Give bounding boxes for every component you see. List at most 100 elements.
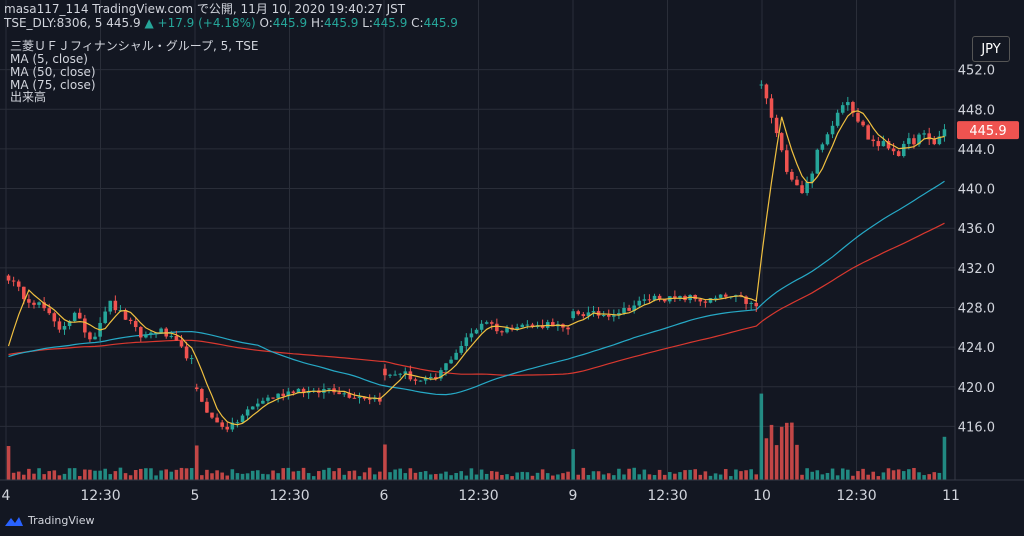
candle-body (337, 392, 341, 395)
candle-body (37, 302, 41, 305)
candle-body (861, 121, 865, 126)
volume-bar (637, 474, 642, 480)
x-tick-label: 12:30 (269, 488, 309, 504)
x-tick-label: 12:30 (458, 488, 498, 504)
candle-body (886, 141, 891, 149)
volume-bar (866, 474, 870, 480)
last-price: 445.9 (106, 16, 141, 30)
y-tick-label: 424.0 (958, 341, 995, 356)
x-axis: 4 12:30 5 12:30 6 12:30 9 12:30 10 12:30 11 (2, 488, 960, 504)
symbol-label: TSE_DLY:8306, 5 (4, 16, 103, 30)
candle-body (846, 102, 850, 106)
volume-bar (230, 469, 235, 480)
tradingview-brand[interactable]: TradingView (4, 514, 94, 527)
candle-body (52, 313, 57, 322)
volume-bar (830, 468, 835, 480)
volume-bar (317, 471, 321, 480)
volume-bar (693, 469, 697, 480)
up-arrow-icon: ▲ (144, 16, 154, 30)
volume-bar (52, 470, 57, 480)
legend-ma50[interactable]: MA (50, close) (10, 65, 96, 79)
candle-body (67, 320, 72, 327)
volume-bar (601, 474, 606, 480)
candle-body (617, 312, 621, 316)
volume-bar (647, 474, 652, 480)
price-tag-box (957, 121, 1019, 140)
ohlc-close-label: C: (411, 16, 424, 30)
candle-body (200, 389, 204, 402)
volume-bar (128, 475, 133, 480)
candle-body (276, 393, 280, 398)
x-tick-label: 4 (2, 488, 11, 504)
volume-bar (917, 472, 921, 480)
volume-bar (520, 471, 525, 480)
volume-bar (815, 470, 820, 480)
candle-body (586, 312, 591, 317)
candle-body (261, 400, 265, 404)
candle-body (179, 340, 184, 347)
volume-bar (759, 393, 764, 480)
candle-body (383, 368, 387, 376)
volume-bar (907, 469, 911, 480)
volume-bar (311, 476, 316, 480)
candle-body (912, 138, 916, 145)
volume-bar (484, 473, 489, 480)
volume-bar (372, 474, 377, 480)
candle-body (754, 302, 759, 307)
x-tick-label: 12:30 (836, 488, 876, 504)
ohlc-high: 445.9 (324, 16, 359, 30)
candle-body (896, 151, 901, 157)
volume-bar (322, 469, 326, 480)
candle-body (530, 324, 535, 328)
candle-body (673, 296, 677, 299)
candle-body (825, 134, 830, 145)
volume-bar (37, 468, 41, 480)
candle-body (352, 397, 357, 399)
candle-body (698, 299, 703, 302)
volume-bar (388, 472, 392, 480)
volume-bar (820, 474, 825, 480)
legend-ma5[interactable]: MA (5, close) (10, 52, 88, 66)
candle-body (805, 182, 809, 194)
ma5-line (7, 110, 945, 426)
volume-bar (327, 467, 331, 480)
candle-body (342, 393, 347, 395)
volume-bar (174, 469, 179, 480)
volume-bar (846, 469, 850, 480)
candle-body (6, 275, 11, 281)
volume-bar (896, 469, 901, 480)
volume-bar (586, 474, 591, 480)
candle-body (566, 327, 570, 330)
volume-bar (281, 468, 285, 480)
volume-bar (42, 474, 46, 480)
volume-bar (662, 474, 667, 480)
legend-ma75[interactable]: MA (75, close) (10, 78, 96, 92)
ohlc-high-label: H: (310, 16, 325, 30)
candle-body (759, 84, 764, 86)
volume-bar (6, 446, 11, 480)
legend-volume[interactable]: 出来高 (10, 90, 47, 104)
x-tick-label: 12:30 (80, 488, 120, 504)
volume-bar (774, 445, 779, 480)
x-tick-label: 12:30 (647, 488, 687, 504)
candle-body (881, 141, 886, 147)
candle-body (851, 102, 855, 113)
currency-button[interactable]: JPY (972, 36, 1010, 62)
ohlc-open-label: O: (259, 16, 273, 30)
volume-bar (683, 470, 687, 480)
volume-bar (891, 470, 896, 480)
volume-bar (16, 471, 21, 480)
volume-bar (418, 471, 423, 480)
candle-body (83, 318, 87, 333)
candle-body (810, 173, 814, 183)
candle-body (378, 397, 382, 402)
volume-bar (713, 473, 718, 480)
volume-bar (286, 467, 291, 480)
volume-bar (673, 473, 677, 480)
volume-bar (276, 473, 280, 480)
volume-bar (525, 472, 530, 480)
volume-bar (886, 468, 891, 480)
candle-body (271, 397, 275, 399)
volume-bar (769, 424, 774, 480)
